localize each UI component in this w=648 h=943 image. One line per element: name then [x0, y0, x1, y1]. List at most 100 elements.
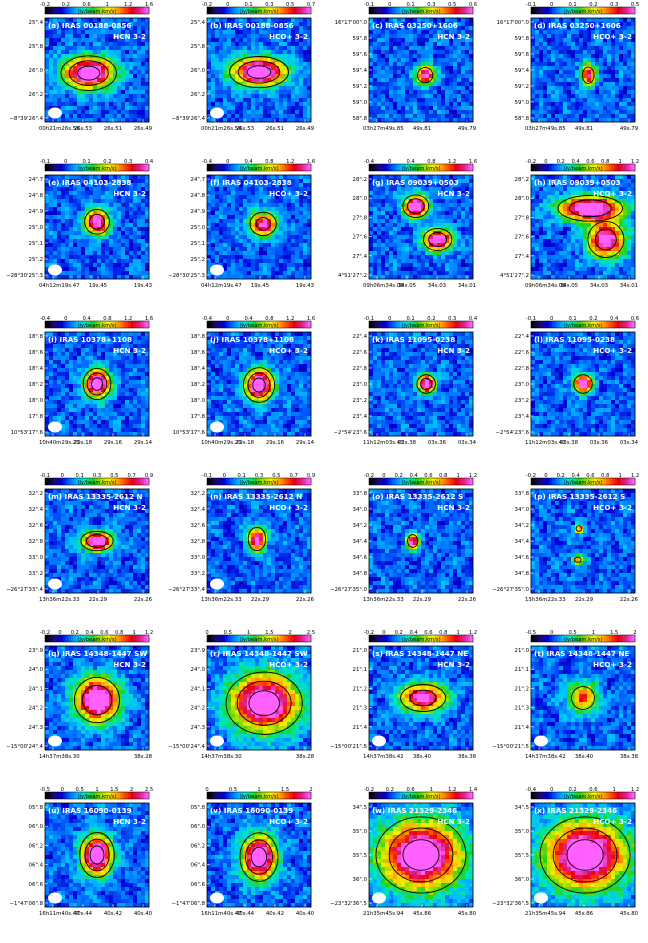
heatmap-pixel [385, 187, 390, 192]
colorbar-segment [47, 7, 51, 14]
heatmap-pixel [461, 175, 466, 180]
heatmap-pixel [69, 118, 74, 123]
heatmap-pixel [291, 219, 296, 224]
heatmap-pixel [93, 247, 98, 252]
heatmap-pixel [57, 26, 62, 31]
heatmap-pixel [603, 50, 608, 55]
heatmap-pixel [133, 42, 138, 47]
heatmap-pixel [567, 34, 572, 39]
heatmap-pixel [93, 251, 98, 256]
heatmap-pixel [61, 207, 66, 212]
colorbar-segment [308, 164, 312, 171]
heatmap-pixel [307, 191, 312, 196]
heatmap-pixel [531, 38, 536, 43]
heatmap-pixel [373, 94, 378, 99]
y-tick-label: 59".6 [515, 52, 530, 58]
colorbar-tick-label: 1 [106, 2, 109, 8]
heatmap-pixel [267, 102, 272, 107]
heatmap-pixel [133, 54, 138, 59]
heatmap-pixel [227, 207, 232, 212]
heatmap-pixel [291, 50, 296, 55]
heatmap-pixel [421, 114, 426, 119]
heatmap-pixel [627, 42, 632, 47]
heatmap-pixel [263, 30, 268, 35]
colorbar-tick-label: 0 [64, 159, 67, 165]
heatmap-pixel [465, 211, 470, 216]
colorbar-segment [444, 164, 448, 171]
heatmap-pixel [49, 227, 54, 232]
panel-label: (e) IRAS 04103-2838 [48, 178, 131, 187]
heatmap-pixel [117, 195, 122, 200]
heatmap-pixel [449, 102, 454, 107]
heatmap-pixel [113, 191, 118, 196]
heatmap-pixel [259, 275, 264, 280]
heatmap-pixel [53, 275, 58, 280]
heatmap-pixel [469, 235, 474, 240]
heatmap-pixel [223, 231, 228, 236]
heatmap-pixel [239, 275, 244, 280]
heatmap-pixel [417, 42, 422, 47]
colorbar-segment [387, 164, 391, 171]
heatmap-pixel [61, 70, 66, 75]
heatmap-pixel [393, 62, 398, 67]
heatmap-pixel [109, 219, 114, 224]
heatmap-pixel [295, 215, 300, 220]
heatmap-pixel [113, 22, 118, 27]
heatmap-pixel [223, 259, 228, 264]
x-tick-label: 26s.53 [236, 126, 254, 132]
heatmap-pixel [53, 62, 58, 67]
colorbar-segment [624, 7, 628, 14]
heatmap-pixel [307, 26, 312, 31]
heatmap-pixel [457, 110, 462, 115]
colorbar-segment [611, 7, 615, 14]
colorbar-tick-label: 0 [388, 2, 391, 8]
heatmap-pixel [445, 74, 450, 79]
heatmap-pixel [113, 275, 118, 280]
heatmap-pixel [453, 203, 458, 208]
colorbar-segment [233, 7, 236, 14]
heatmap-pixel [251, 42, 256, 47]
heatmap-pixel [559, 26, 564, 31]
heatmap-pixel [385, 58, 390, 63]
heatmap-pixel [109, 106, 114, 111]
heatmap-pixel [303, 235, 308, 240]
heatmap-pixel [591, 38, 596, 43]
heatmap-pixel [137, 18, 142, 23]
heatmap-pixel [223, 227, 228, 232]
heatmap-pixel [211, 74, 216, 79]
heatmap-pixel [381, 179, 386, 184]
heatmap-pixel [421, 203, 426, 208]
heatmap-pixel [567, 90, 572, 95]
heatmap-pixel [587, 30, 592, 35]
heatmap-pixel [137, 58, 142, 63]
heatmap-pixel [619, 102, 624, 107]
heatmap-pixel [211, 231, 216, 236]
heatmap-pixel [45, 259, 50, 264]
heatmap-pixel [227, 22, 232, 27]
heatmap-pixel [461, 70, 466, 75]
heatmap-pixel [85, 118, 90, 123]
heatmap-pixel [385, 106, 390, 111]
heatmap-pixel [571, 86, 576, 91]
heatmap-pixel [145, 183, 150, 188]
heatmap-pixel [445, 110, 450, 115]
heatmap-pixel [397, 223, 402, 228]
heatmap-pixel [219, 86, 224, 91]
heatmap-pixel [563, 66, 568, 71]
colorbar-segment [65, 164, 69, 171]
heatmap-pixel [291, 239, 296, 244]
heatmap-pixel [263, 263, 268, 268]
heatmap-pixel [555, 42, 560, 47]
y-tick-label: −28°30'25".3 [6, 273, 43, 279]
heatmap-pixel [247, 199, 252, 204]
heatmap-pixel [129, 30, 134, 35]
heatmap-pixel [433, 98, 438, 103]
colorbar-segment [627, 7, 631, 14]
heatmap-pixel [89, 271, 94, 276]
heatmap-pixel [385, 98, 390, 103]
heatmap-pixel [425, 54, 430, 59]
heatmap-pixel [231, 243, 236, 248]
heatmap-pixel [539, 50, 544, 55]
heatmap-pixel [571, 106, 576, 111]
heatmap-pixel [81, 38, 86, 43]
